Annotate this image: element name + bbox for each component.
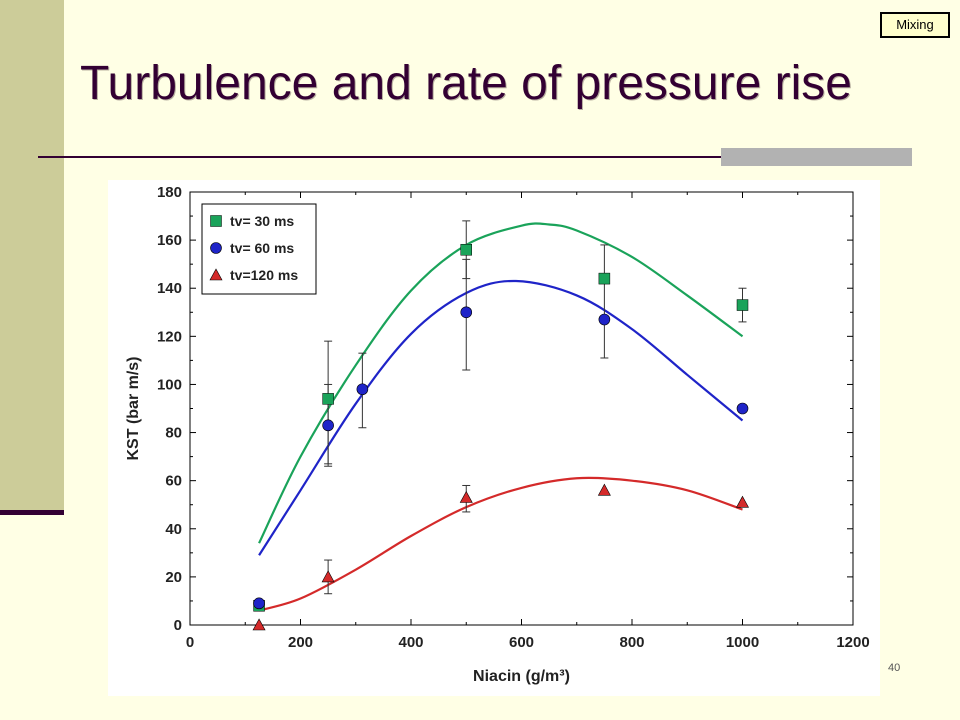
x-tick-label: 600 (509, 634, 534, 651)
point-square (322, 393, 334, 405)
point-square (736, 299, 749, 311)
point-triangle (597, 483, 611, 496)
fit-curve-square (258, 222, 744, 544)
y-tick-label: 80 (165, 425, 182, 442)
left-accent-bar (0, 0, 64, 510)
legend-marker-square (210, 215, 222, 227)
x-axis-label: Niacin (g/m³) (473, 668, 570, 685)
point-circle (736, 402, 749, 415)
legend-label: tv= 60 ms (230, 240, 294, 256)
legend-marker-circle (210, 242, 222, 254)
title-divider (38, 156, 912, 158)
point-triangle (735, 495, 750, 508)
point-triangle (321, 570, 335, 583)
y-tick-label: 120 (157, 328, 182, 345)
y-tick-label: 60 (165, 473, 182, 490)
y-tick-label: 40 (165, 521, 182, 538)
slide-number: 40 (888, 662, 901, 674)
x-tick-label: 1200 (836, 634, 869, 651)
y-tick-label: 160 (157, 232, 182, 249)
kst-chart: 0 200 400 600 800 1000 1200 0 20 40 60 80 100 120 140 1… (125, 184, 870, 685)
point-triangle (252, 618, 266, 631)
y-tick-label: 100 (157, 376, 182, 393)
y-tick-label: 180 (157, 184, 182, 201)
y-axis-label: KST (bar m/s) (125, 356, 142, 460)
mixing-nav-button[interactable]: Mixing (880, 12, 950, 38)
title-divider-accent (721, 148, 912, 166)
x-tick-label: 800 (619, 634, 644, 651)
legend-label: tv= 30 ms (230, 213, 294, 229)
x-tick-label: 200 (288, 634, 313, 651)
x-tick-label: 0 (186, 634, 194, 651)
y-tick-label: 20 (165, 569, 182, 586)
legend-label: tv=120 ms (230, 267, 298, 283)
point-square (598, 272, 611, 285)
slide-title: Turbulence and rate of pressure rise (80, 57, 852, 110)
point-circle (253, 597, 265, 610)
point-circle (356, 383, 369, 396)
point-triangle (459, 490, 473, 503)
y-tick-label: 140 (157, 280, 182, 297)
y-tick-label: 0 (174, 617, 182, 634)
point-square (460, 243, 472, 256)
left-accent-underline (0, 510, 64, 515)
chart-panel: 0 200 400 600 800 1000 1200 0 20 40 60 80 100 120 140 1… (108, 180, 880, 696)
fit-curve-triangle (258, 476, 743, 612)
x-tick-label: 1000 (726, 634, 759, 651)
point-circle (460, 306, 473, 319)
x-tick-label: 400 (398, 634, 423, 651)
point-circle (598, 313, 611, 326)
fit-curve-circle (258, 279, 744, 556)
legend-marker-triangle (209, 268, 223, 281)
point-circle (322, 419, 334, 432)
